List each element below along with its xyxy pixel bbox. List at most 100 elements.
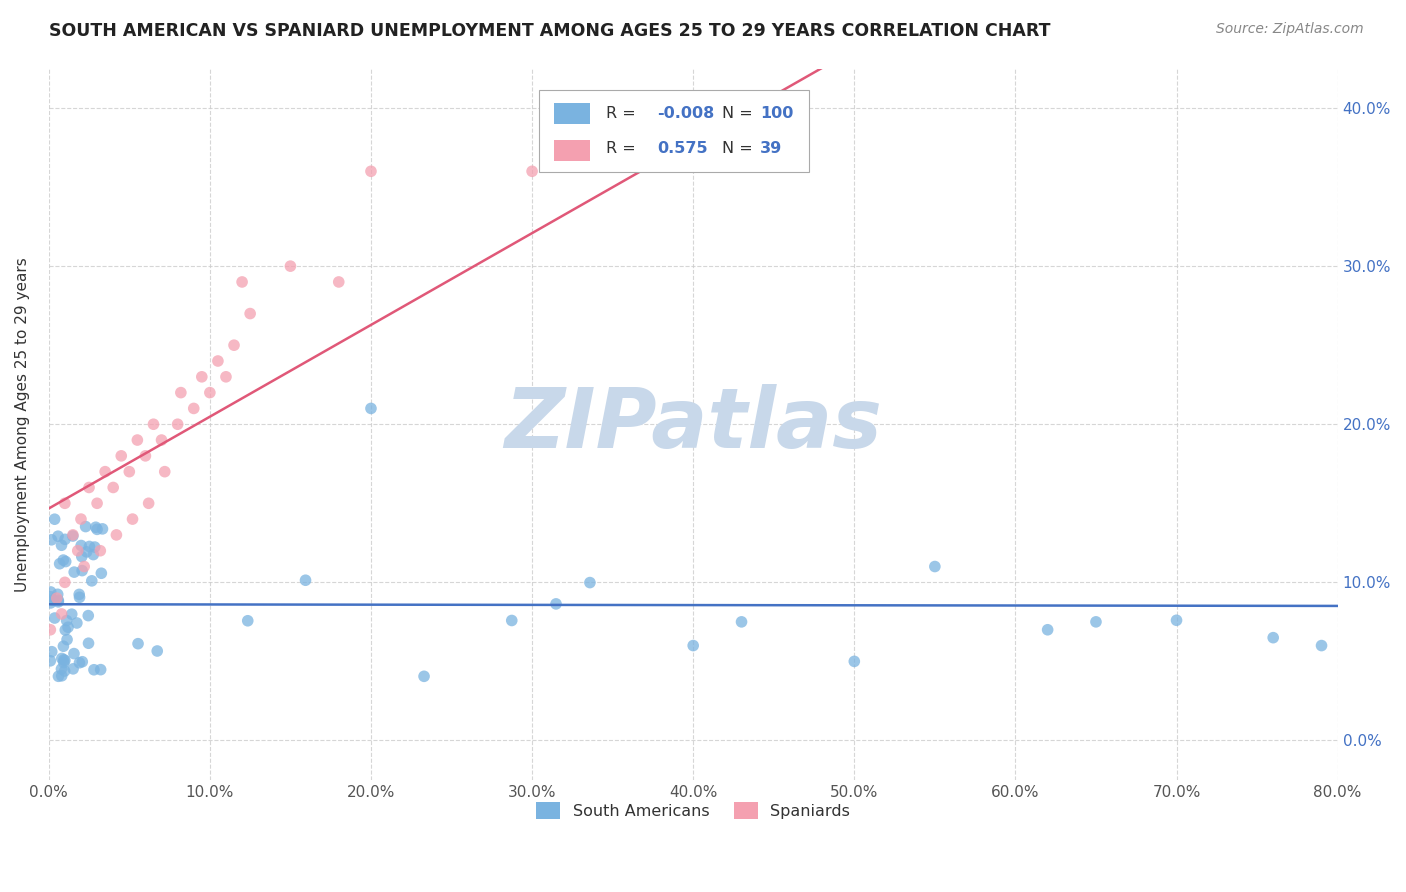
Text: SOUTH AMERICAN VS SPANIARD UNEMPLOYMENT AMONG AGES 25 TO 29 YEARS CORRELATION CH: SOUTH AMERICAN VS SPANIARD UNEMPLOYMENT … xyxy=(49,22,1050,40)
Point xyxy=(83,663,105,677)
Point xyxy=(51,538,73,552)
Point xyxy=(53,496,76,510)
Point xyxy=(207,354,229,368)
Point xyxy=(682,639,704,653)
Point xyxy=(83,540,105,554)
Point xyxy=(91,522,114,536)
Point xyxy=(51,651,73,665)
Point xyxy=(46,529,69,543)
Text: 100: 100 xyxy=(761,106,793,120)
Point xyxy=(63,647,86,661)
Point xyxy=(94,465,117,479)
Point xyxy=(280,259,302,273)
Point xyxy=(72,655,94,669)
Point xyxy=(51,662,73,676)
Text: 0.575: 0.575 xyxy=(657,142,707,156)
Point xyxy=(42,593,65,607)
Point xyxy=(53,623,76,637)
Point xyxy=(79,540,101,554)
Point xyxy=(41,533,63,547)
Point xyxy=(53,533,76,547)
Point xyxy=(56,632,79,647)
Point xyxy=(730,615,752,629)
Point xyxy=(127,433,149,447)
Point xyxy=(844,654,866,668)
Point xyxy=(44,512,66,526)
Point xyxy=(51,669,73,683)
Point xyxy=(121,512,143,526)
Point xyxy=(239,307,262,321)
Point xyxy=(191,369,214,384)
Point xyxy=(602,148,624,162)
Point xyxy=(90,566,112,581)
Point xyxy=(544,597,567,611)
FancyBboxPatch shape xyxy=(538,90,810,171)
Point xyxy=(579,575,602,590)
Text: -0.008: -0.008 xyxy=(657,106,714,120)
Point xyxy=(76,545,98,559)
Text: ZIPatlas: ZIPatlas xyxy=(505,384,882,465)
Point xyxy=(360,401,382,416)
Point xyxy=(153,465,176,479)
Point xyxy=(1263,631,1285,645)
Point xyxy=(150,433,173,447)
Point xyxy=(86,522,108,536)
Point xyxy=(52,553,75,567)
Point xyxy=(89,543,111,558)
Point xyxy=(328,275,350,289)
Point xyxy=(1036,623,1059,637)
Point xyxy=(166,417,188,432)
Text: N =: N = xyxy=(721,142,752,156)
Point xyxy=(39,585,62,599)
Point xyxy=(66,543,89,558)
Point xyxy=(70,539,93,553)
Point xyxy=(63,565,86,579)
Point xyxy=(39,590,62,604)
Point xyxy=(75,519,97,533)
Point xyxy=(80,574,103,588)
Point xyxy=(44,611,66,625)
Point xyxy=(52,653,75,667)
Point xyxy=(231,275,253,289)
Text: N =: N = xyxy=(721,106,752,120)
Point xyxy=(105,528,128,542)
Point xyxy=(39,654,62,668)
Point xyxy=(413,669,436,683)
Point xyxy=(46,593,69,607)
Point xyxy=(52,639,75,653)
Point xyxy=(215,369,238,384)
Point xyxy=(90,663,112,677)
Point xyxy=(146,644,169,658)
Point xyxy=(82,548,104,562)
Point xyxy=(70,512,93,526)
Point xyxy=(84,520,107,534)
Point xyxy=(69,656,91,670)
Point xyxy=(170,385,193,400)
Point xyxy=(39,623,62,637)
Point xyxy=(53,653,76,667)
Point xyxy=(924,559,946,574)
Point xyxy=(53,664,76,678)
Point xyxy=(118,465,141,479)
Point xyxy=(52,656,75,670)
Point xyxy=(55,614,77,628)
Point xyxy=(55,555,77,569)
Point xyxy=(110,449,132,463)
Point xyxy=(183,401,205,416)
Point xyxy=(70,549,93,564)
Point xyxy=(73,559,96,574)
Point xyxy=(66,615,89,630)
Point xyxy=(103,480,125,494)
Point xyxy=(77,608,100,623)
Point xyxy=(39,596,62,610)
Point xyxy=(1310,639,1333,653)
Bar xyxy=(554,140,591,161)
Point xyxy=(46,595,69,609)
Text: 39: 39 xyxy=(761,142,783,156)
Point xyxy=(236,614,259,628)
Point xyxy=(520,164,543,178)
Point xyxy=(45,591,67,606)
Point xyxy=(222,338,245,352)
Point xyxy=(127,637,149,651)
Point xyxy=(142,417,165,432)
